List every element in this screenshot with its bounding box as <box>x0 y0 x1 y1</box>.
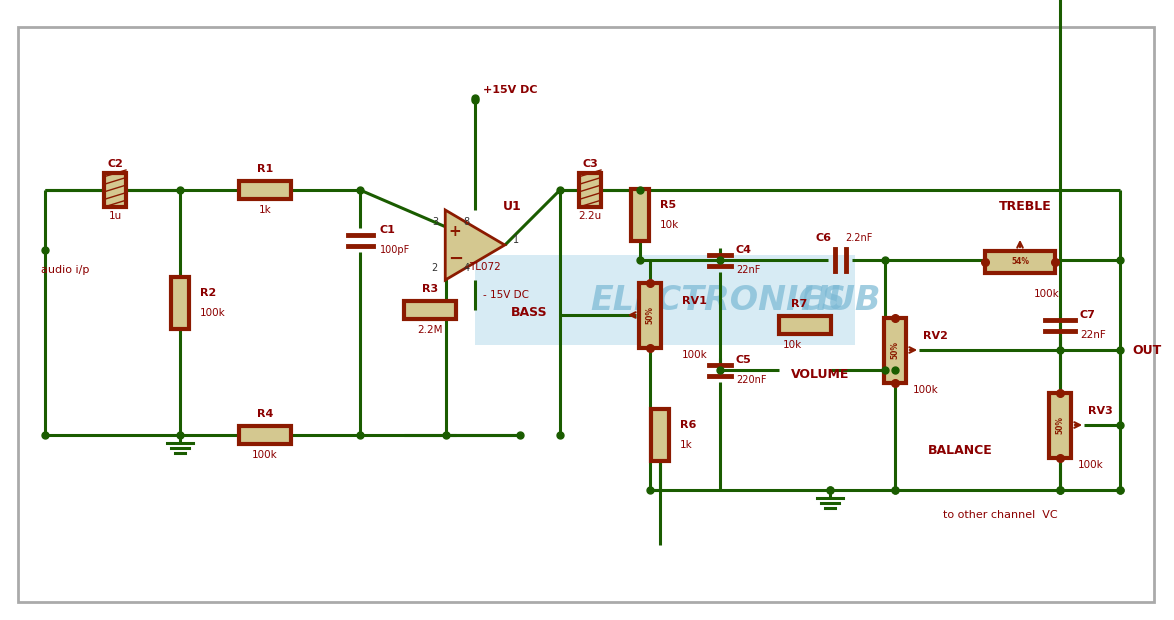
Bar <box>652 409 669 461</box>
Text: R7: R7 <box>791 299 808 309</box>
Text: 50%: 50% <box>891 341 899 359</box>
Text: 100k: 100k <box>682 350 708 360</box>
Text: −: − <box>447 250 463 268</box>
Text: HUB: HUB <box>799 283 880 316</box>
Text: R2: R2 <box>200 288 216 298</box>
Text: BASS: BASS <box>511 306 547 319</box>
Text: 50%: 50% <box>646 306 654 324</box>
Bar <box>404 301 456 319</box>
Text: TREBLE: TREBLE <box>999 200 1052 213</box>
Text: +: + <box>448 223 461 239</box>
Text: 100k: 100k <box>200 308 225 318</box>
Text: BALANCE: BALANCE <box>927 443 992 456</box>
Text: C6: C6 <box>816 233 832 243</box>
Text: - 15V DC: - 15V DC <box>483 290 529 300</box>
Text: VOLUME: VOLUME <box>791 368 849 381</box>
Text: RV1: RV1 <box>682 296 707 306</box>
Text: 10k: 10k <box>660 220 680 230</box>
Text: C1: C1 <box>380 225 396 235</box>
Bar <box>1050 392 1071 458</box>
Bar <box>239 181 291 199</box>
Text: C7: C7 <box>1080 310 1095 320</box>
Text: audio i/p: audio i/p <box>41 265 89 275</box>
Text: 1k: 1k <box>258 205 271 215</box>
Text: OUT: OUT <box>1132 343 1161 356</box>
Text: 4: 4 <box>464 263 470 273</box>
Text: 2.2u: 2.2u <box>579 211 601 221</box>
Text: 100pF: 100pF <box>380 245 410 255</box>
Text: C2: C2 <box>107 159 123 169</box>
Text: 1u: 1u <box>108 211 122 221</box>
Bar <box>104 173 126 207</box>
Bar <box>985 251 1055 273</box>
Text: 22nF: 22nF <box>1080 330 1106 340</box>
Text: R5: R5 <box>660 200 676 210</box>
Text: 2: 2 <box>432 263 438 273</box>
Bar <box>239 426 291 444</box>
Bar <box>780 316 831 334</box>
Text: R3: R3 <box>421 284 438 294</box>
Polygon shape <box>445 210 505 280</box>
Text: 100k: 100k <box>1078 460 1104 470</box>
Text: ELECTRONICS: ELECTRONICS <box>591 283 845 316</box>
Bar <box>884 317 906 383</box>
Text: 8: 8 <box>464 217 470 227</box>
Text: R1: R1 <box>257 164 274 174</box>
Text: 220nF: 220nF <box>736 375 767 385</box>
Text: RV3: RV3 <box>1088 406 1113 416</box>
Text: 100k: 100k <box>252 450 278 460</box>
Text: 100k: 100k <box>1034 289 1060 299</box>
Text: C3: C3 <box>582 159 598 169</box>
Text: 1: 1 <box>513 235 519 245</box>
Bar <box>475 255 855 345</box>
Bar <box>171 277 189 329</box>
Text: 2.2M: 2.2M <box>417 325 443 335</box>
Bar <box>630 189 649 241</box>
Text: U1: U1 <box>502 200 521 213</box>
Text: 100k: 100k <box>913 385 939 395</box>
Text: 22nF: 22nF <box>736 265 761 275</box>
Text: 50%: 50% <box>1055 416 1065 434</box>
Text: +15V DC: +15V DC <box>483 85 538 95</box>
Text: 3: 3 <box>432 217 438 227</box>
Text: R4: R4 <box>257 409 274 419</box>
Text: 10k: 10k <box>783 340 802 350</box>
Text: C4: C4 <box>736 245 753 255</box>
Text: C5: C5 <box>736 355 751 365</box>
Text: 2.2nF: 2.2nF <box>845 233 872 243</box>
Bar <box>639 283 661 347</box>
Text: 54%: 54% <box>1011 257 1028 267</box>
Text: to other channel  VC: to other channel VC <box>943 510 1058 520</box>
Text: RV2: RV2 <box>923 331 947 341</box>
Text: R6: R6 <box>680 420 696 430</box>
Bar <box>579 173 601 207</box>
Text: TL072: TL072 <box>470 262 501 272</box>
Text: 1k: 1k <box>680 440 693 450</box>
